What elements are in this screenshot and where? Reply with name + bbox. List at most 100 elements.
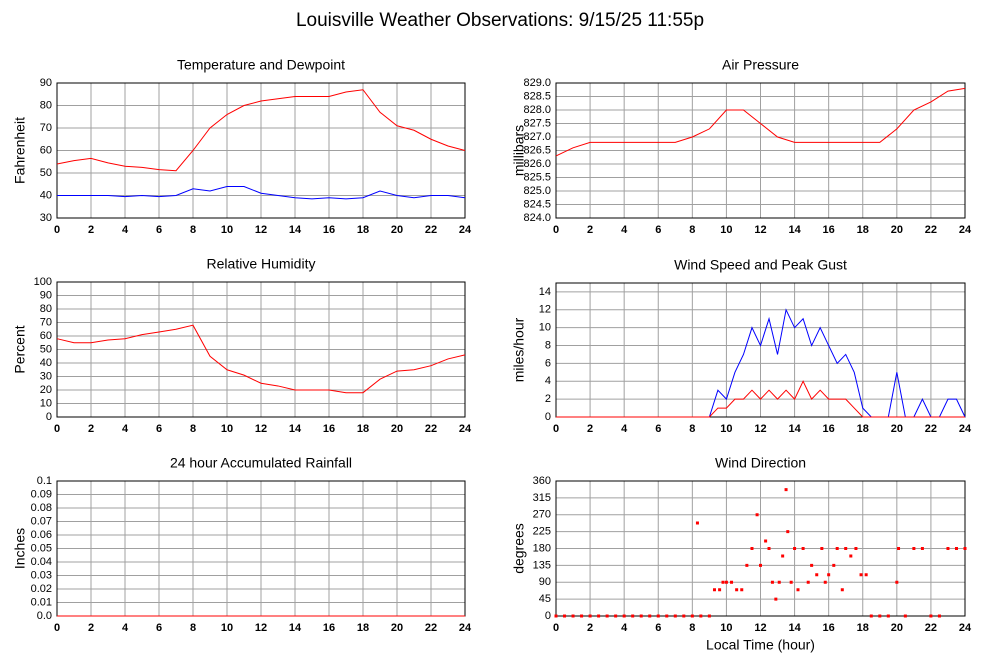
- data-point: [770, 580, 774, 584]
- x-tick-label: 22: [925, 423, 937, 435]
- x-tick-label: 0: [553, 622, 559, 634]
- x-tick-label: 20: [391, 622, 403, 634]
- x-tick-label: 2: [587, 622, 593, 634]
- data-point: [840, 588, 844, 592]
- x-tick-label: 16: [823, 622, 835, 634]
- x-tick-label: 22: [925, 224, 937, 236]
- x-tick-label: 2: [587, 423, 593, 435]
- data-point: [806, 580, 810, 584]
- plot-frame: [555, 82, 966, 219]
- y-axis-label: Inches: [12, 528, 28, 569]
- y-tick-label: 8: [545, 339, 551, 351]
- y-tick-label: 225: [533, 526, 551, 538]
- x-tick-label: 22: [425, 423, 437, 435]
- data-point: [820, 547, 824, 550]
- x-tick-label: 0: [553, 224, 559, 236]
- x-tick-label: 8: [689, 423, 695, 435]
- y-axis-label: millibars: [511, 125, 527, 176]
- y-tick-label: 824.0: [523, 212, 551, 224]
- data-point: [920, 547, 924, 550]
- data-point: [946, 547, 950, 550]
- panel-title: Temperature and Dewpoint: [177, 57, 345, 73]
- data-point: [724, 580, 728, 584]
- data-point: [631, 614, 635, 618]
- data-point: [750, 547, 754, 550]
- y-tick-label: 0.1: [37, 475, 52, 487]
- y-tick-label: 90: [539, 576, 551, 588]
- y-tick-label: 0.08: [31, 502, 52, 514]
- data-point: [786, 530, 790, 534]
- data-point: [886, 614, 890, 618]
- y-tick-label: 0.07: [31, 515, 52, 527]
- y-tick-label: 60: [40, 144, 52, 156]
- data-point: [963, 547, 967, 550]
- x-tick-label: 4: [122, 423, 129, 435]
- data-point: [614, 614, 618, 618]
- x-tick-label: 6: [156, 224, 162, 236]
- x-tick-label: 12: [754, 423, 766, 435]
- y-tick-label: 90: [40, 289, 52, 301]
- x-tick-label: 16: [823, 423, 835, 435]
- x-tick-label: 14: [788, 224, 801, 236]
- page-title: Louisville Weather Observations: 9/15/25…: [296, 10, 704, 31]
- y-tick-label: 2: [545, 393, 551, 405]
- y-tick-label: 315: [533, 492, 551, 504]
- data-point: [844, 547, 848, 550]
- data-point: [718, 588, 722, 592]
- y-axis-label: degrees: [511, 523, 527, 574]
- x-tick-label: 4: [122, 622, 129, 634]
- data-point: [849, 554, 853, 558]
- x-tick-label: 8: [190, 423, 196, 435]
- y-tick-label: 825.5: [523, 171, 551, 183]
- data-point: [580, 614, 584, 618]
- data-point: [854, 547, 858, 550]
- y-tick-label: 60: [40, 330, 52, 342]
- x-tick-label: 10: [221, 622, 233, 634]
- data-point: [665, 614, 669, 618]
- data-point: [554, 614, 558, 618]
- y-tick-label: 50: [40, 343, 52, 355]
- y-tick-label: 827.0: [523, 131, 551, 143]
- y-tick-label: 14: [539, 286, 551, 298]
- y-tick-label: 0.01: [31, 596, 52, 608]
- y-tick-label: 70: [40, 316, 52, 328]
- x-tick-label: 12: [255, 224, 267, 236]
- y-tick-label: 10: [40, 397, 52, 409]
- y-tick-label: 0: [46, 411, 52, 423]
- y-tick-label: 12: [539, 304, 551, 316]
- x-tick-label: 0: [54, 622, 60, 634]
- x-tick-label: 24: [959, 423, 972, 435]
- data-point: [815, 573, 819, 577]
- x-tick-label: 24: [959, 622, 972, 634]
- data-point: [864, 573, 868, 577]
- y-tick-label: 4: [545, 375, 551, 387]
- y-tick-label: 90: [40, 77, 52, 89]
- data-point: [712, 588, 716, 592]
- data-point: [622, 614, 626, 618]
- data-point: [895, 580, 899, 584]
- x-tick-label: 12: [255, 423, 267, 435]
- data-point: [784, 488, 788, 492]
- data-point: [605, 614, 609, 618]
- x-tick-label: 0: [54, 224, 60, 236]
- x-tick-label: 10: [720, 423, 732, 435]
- x-tick-label: 0: [553, 423, 559, 435]
- y-tick-label: 824.5: [523, 198, 551, 210]
- x-tick-label: 18: [857, 423, 869, 435]
- x-tick-label: 2: [587, 224, 593, 236]
- y-tick-label: 829.0: [523, 77, 551, 89]
- data-point: [767, 547, 771, 550]
- panel-title: Relative Humidity: [207, 256, 316, 272]
- data-point: [755, 513, 759, 517]
- data-point: [954, 547, 958, 550]
- x-tick-label: 18: [857, 224, 869, 236]
- y-tick-label: 826.5: [523, 144, 551, 156]
- y-tick-label: 6: [545, 357, 551, 369]
- y-tick-label: 270: [533, 509, 551, 521]
- data-point: [735, 588, 739, 592]
- data-point: [897, 547, 901, 550]
- x-tick-label: 20: [891, 224, 903, 236]
- x-tick-label: 4: [621, 423, 628, 435]
- data-point: [789, 580, 793, 584]
